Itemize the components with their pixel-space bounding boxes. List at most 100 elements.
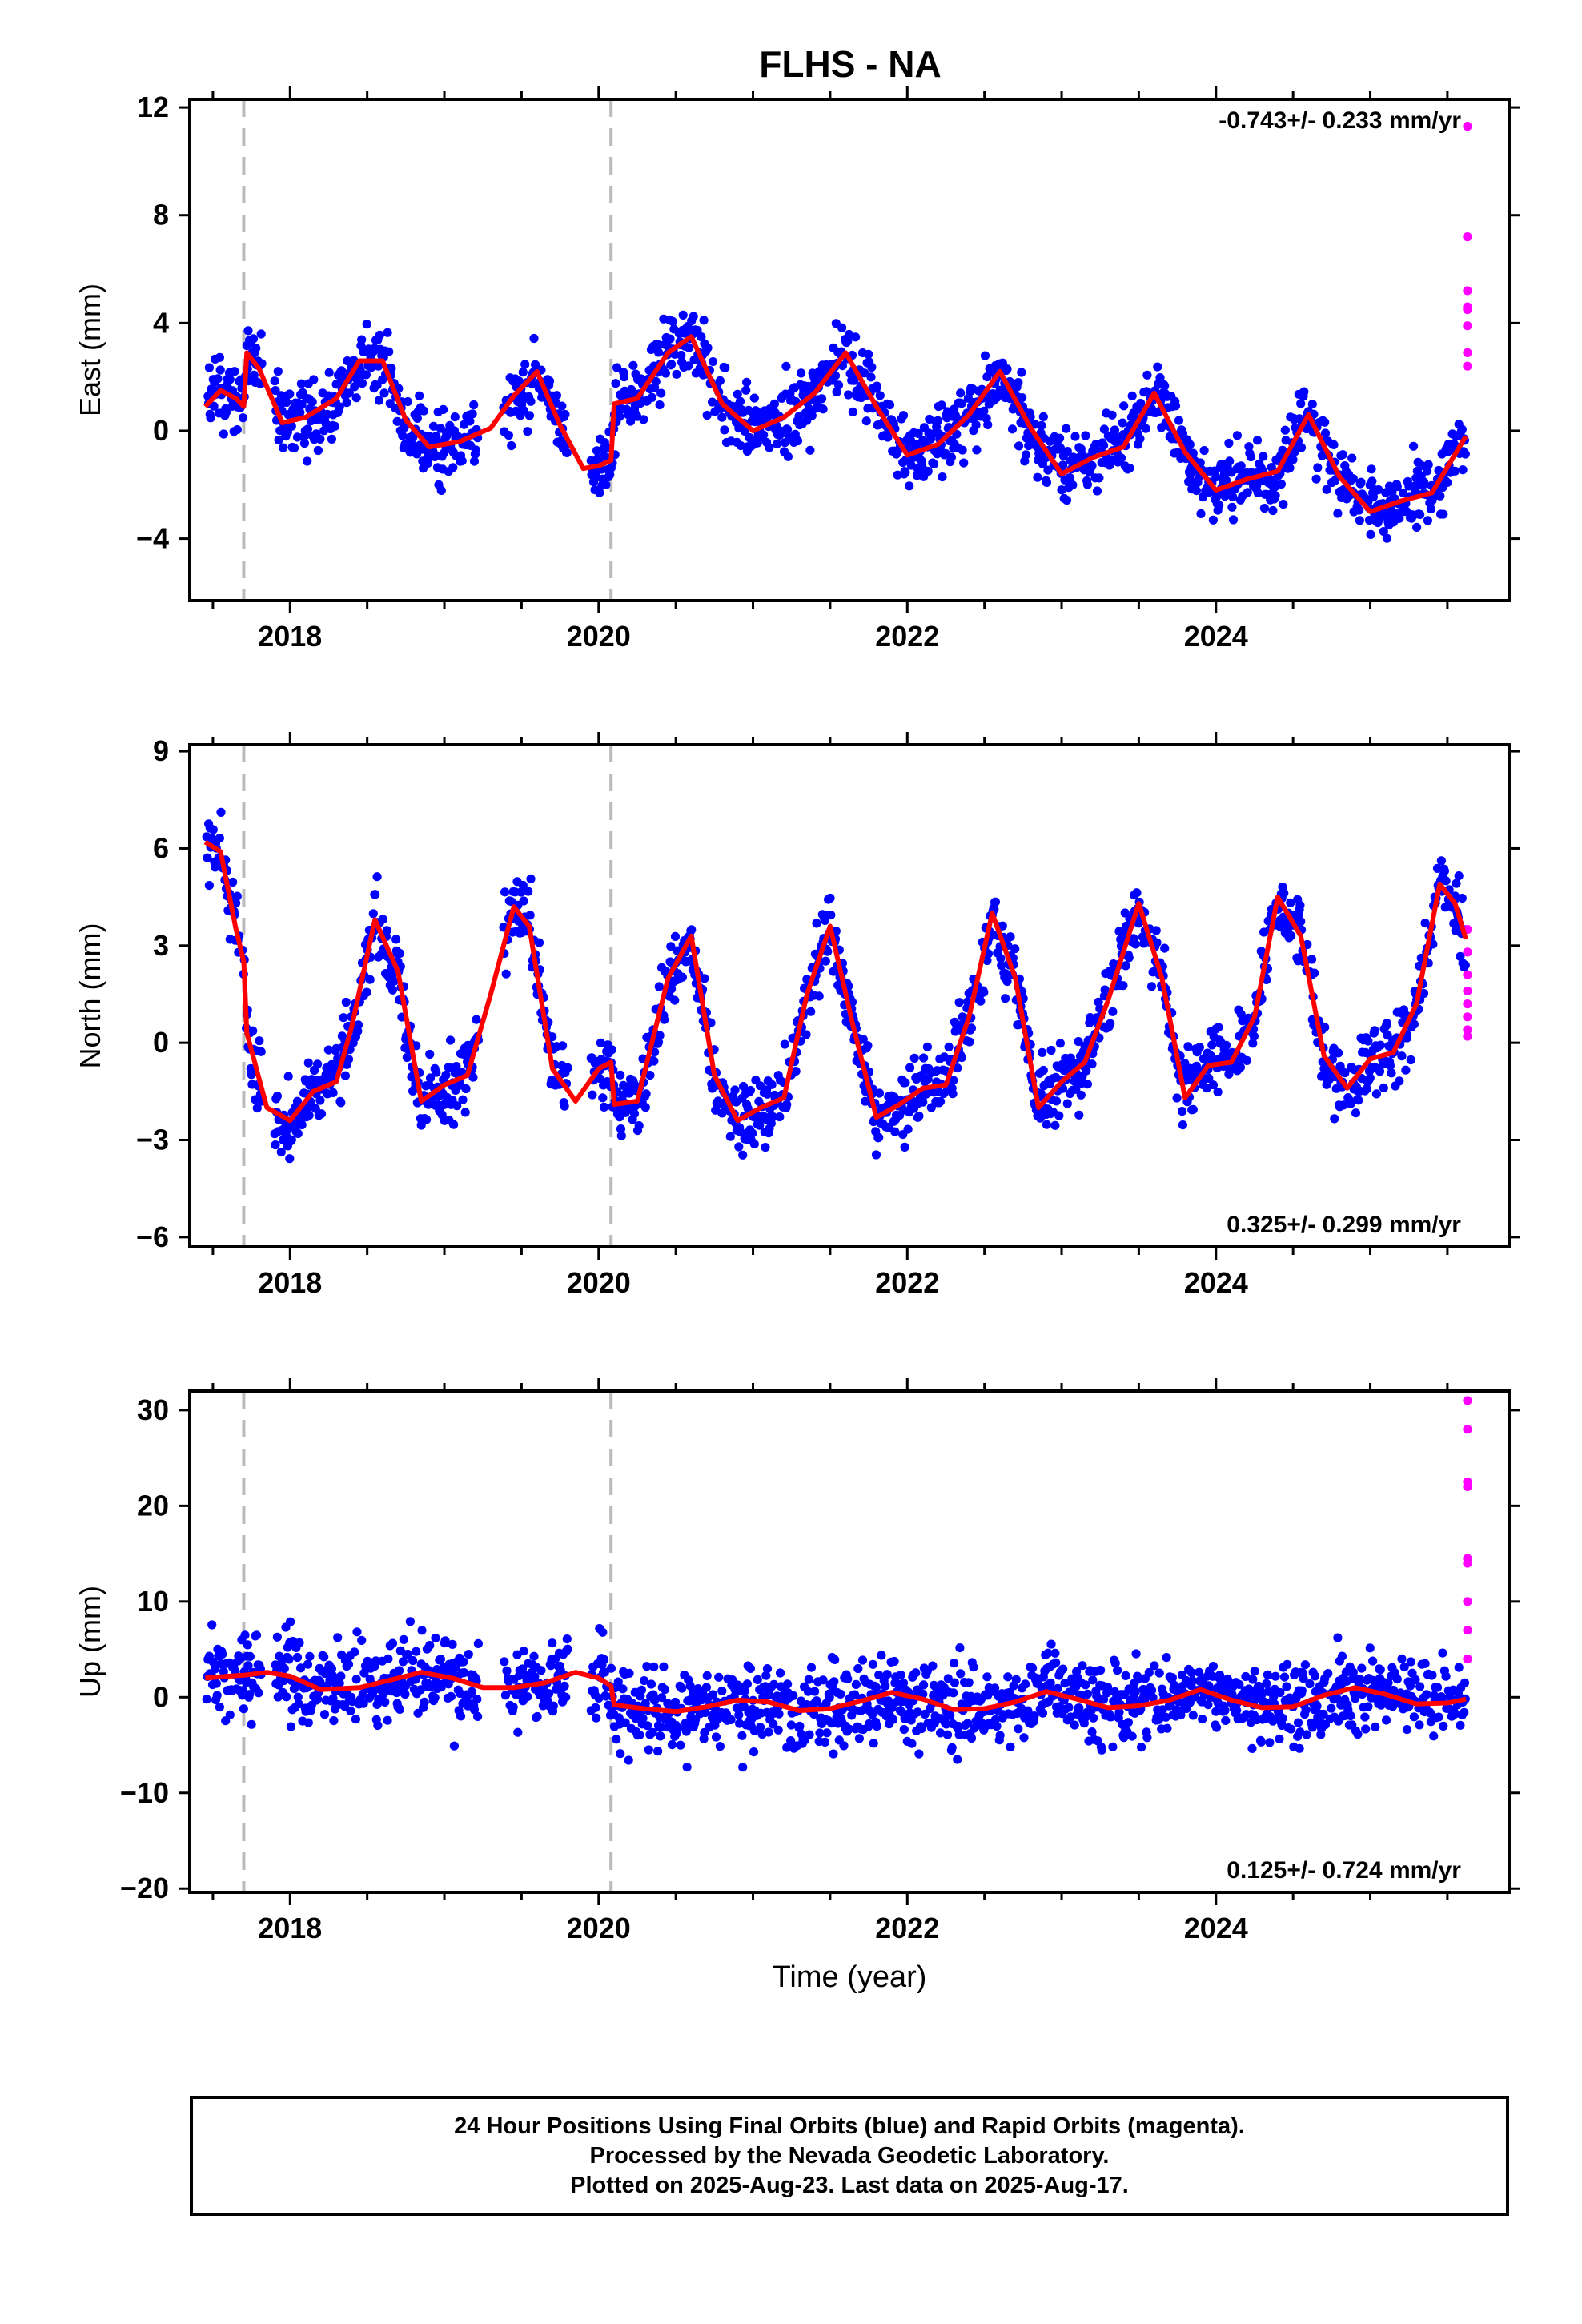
daily-position-point: [1379, 1083, 1388, 1092]
daily-position-point: [1454, 871, 1464, 881]
daily-position-point: [216, 807, 226, 818]
daily-position-point: [375, 330, 384, 340]
daily-position-point: [1279, 500, 1288, 509]
daily-position-point: [700, 974, 709, 983]
daily-position-point: [365, 975, 375, 984]
daily-position-point: [839, 1741, 849, 1751]
y-tick-label: −4: [136, 522, 169, 555]
daily-position-point: [378, 915, 387, 924]
daily-position-point: [1006, 1742, 1015, 1751]
daily-position-point: [520, 360, 530, 369]
daily-position-point: [1395, 1076, 1404, 1086]
daily-position-point: [765, 443, 774, 452]
rapid-orbit-point: [1463, 1012, 1472, 1022]
daily-position-point: [885, 400, 895, 410]
rapid-orbit-point: [1463, 986, 1472, 996]
daily-position-point: [357, 335, 367, 344]
daily-position-point: [653, 1747, 663, 1756]
daily-position-point: [1064, 1703, 1074, 1712]
daily-position-point: [801, 1030, 811, 1039]
daily-position-point: [532, 1711, 542, 1722]
daily-position-point: [1127, 391, 1137, 400]
daily-position-point: [983, 420, 993, 430]
daily-position-point: [762, 1089, 773, 1099]
rapid-orbit-point: [1463, 286, 1472, 296]
daily-position-point: [289, 443, 299, 453]
daily-position-point: [992, 1721, 1002, 1731]
daily-position-point: [1329, 440, 1339, 450]
daily-position-point: [1434, 1712, 1443, 1722]
daily-position-point: [273, 367, 283, 376]
daily-position-point: [1170, 401, 1181, 411]
daily-position-point: [857, 1655, 868, 1665]
daily-position-point: [651, 376, 661, 387]
daily-position-point: [923, 466, 933, 476]
x-tick-label: 2018: [258, 1266, 322, 1299]
daily-position-point: [1439, 509, 1448, 519]
daily-position-point: [950, 1659, 959, 1668]
daily-position-point: [215, 352, 224, 362]
daily-position-point: [717, 412, 727, 422]
daily-position-point: [1320, 417, 1330, 427]
daily-position-point: [1367, 476, 1377, 486]
daily-position-point: [668, 316, 677, 326]
daily-position-point: [524, 411, 535, 420]
daily-position-point: [1439, 1721, 1448, 1731]
daily-position-point: [1188, 1104, 1198, 1114]
daily-position-point: [1127, 1731, 1137, 1741]
daily-position-point: [1208, 515, 1218, 525]
daily-position-point: [670, 931, 681, 941]
daily-position-point: [529, 333, 539, 344]
daily-position-point: [901, 1078, 910, 1088]
daily-position-point: [1397, 1051, 1407, 1061]
daily-position-point: [395, 1666, 404, 1675]
daily-position-point: [324, 368, 334, 377]
daily-position-point: [830, 1655, 840, 1664]
daily-position-point: [843, 336, 853, 346]
daily-position-point: [699, 316, 709, 325]
daily-position-point: [1271, 491, 1280, 501]
daily-position-point: [702, 1671, 712, 1680]
daily-position-point: [874, 1132, 884, 1142]
daily-position-point: [882, 1670, 892, 1679]
daily-position-point: [1214, 1023, 1223, 1032]
daily-position-point: [1280, 425, 1290, 435]
daily-position-point: [1196, 509, 1206, 519]
daily-position-point: [1062, 1099, 1072, 1108]
daily-position-point: [1409, 441, 1419, 451]
daily-position-point: [1235, 1063, 1245, 1072]
daily-position-point: [351, 393, 361, 403]
daily-position-point: [1123, 1718, 1133, 1727]
rapid-orbit-point: [1463, 1597, 1472, 1606]
rapid-orbit-point: [1463, 1482, 1472, 1492]
daily-position-point: [805, 445, 815, 455]
daily-position-point: [774, 1709, 784, 1719]
daily-position-point: [635, 1730, 644, 1739]
daily-position-point: [459, 1657, 468, 1667]
daily-position-point: [1296, 399, 1306, 408]
daily-position-point: [1305, 1679, 1315, 1689]
daily-position-point: [871, 1150, 881, 1160]
y-axis-label: Up (mm): [74, 1586, 106, 1698]
daily-position-point: [742, 377, 752, 387]
daily-position-point: [903, 1124, 913, 1134]
daily-position-point: [1409, 1712, 1419, 1722]
daily-position-point: [615, 412, 624, 421]
daily-position-point: [560, 1101, 569, 1111]
daily-position-point: [374, 396, 384, 405]
daily-position-point: [362, 320, 371, 329]
daily-position-point: [949, 1076, 958, 1085]
daily-position-point: [1151, 926, 1161, 935]
daily-position-point: [206, 413, 215, 423]
daily-position-point: [1265, 1738, 1275, 1747]
daily-position-point: [373, 1720, 383, 1731]
daily-position-point: [660, 1685, 670, 1695]
daily-position-point: [500, 887, 510, 897]
daily-position-point: [1146, 982, 1157, 991]
daily-position-point: [534, 938, 544, 947]
daily-position-point: [1296, 443, 1307, 452]
daily-position-point: [995, 1731, 1005, 1740]
daily-position-point: [1312, 1701, 1322, 1711]
daily-position-point: [448, 463, 458, 472]
daily-position-point: [212, 1691, 222, 1700]
